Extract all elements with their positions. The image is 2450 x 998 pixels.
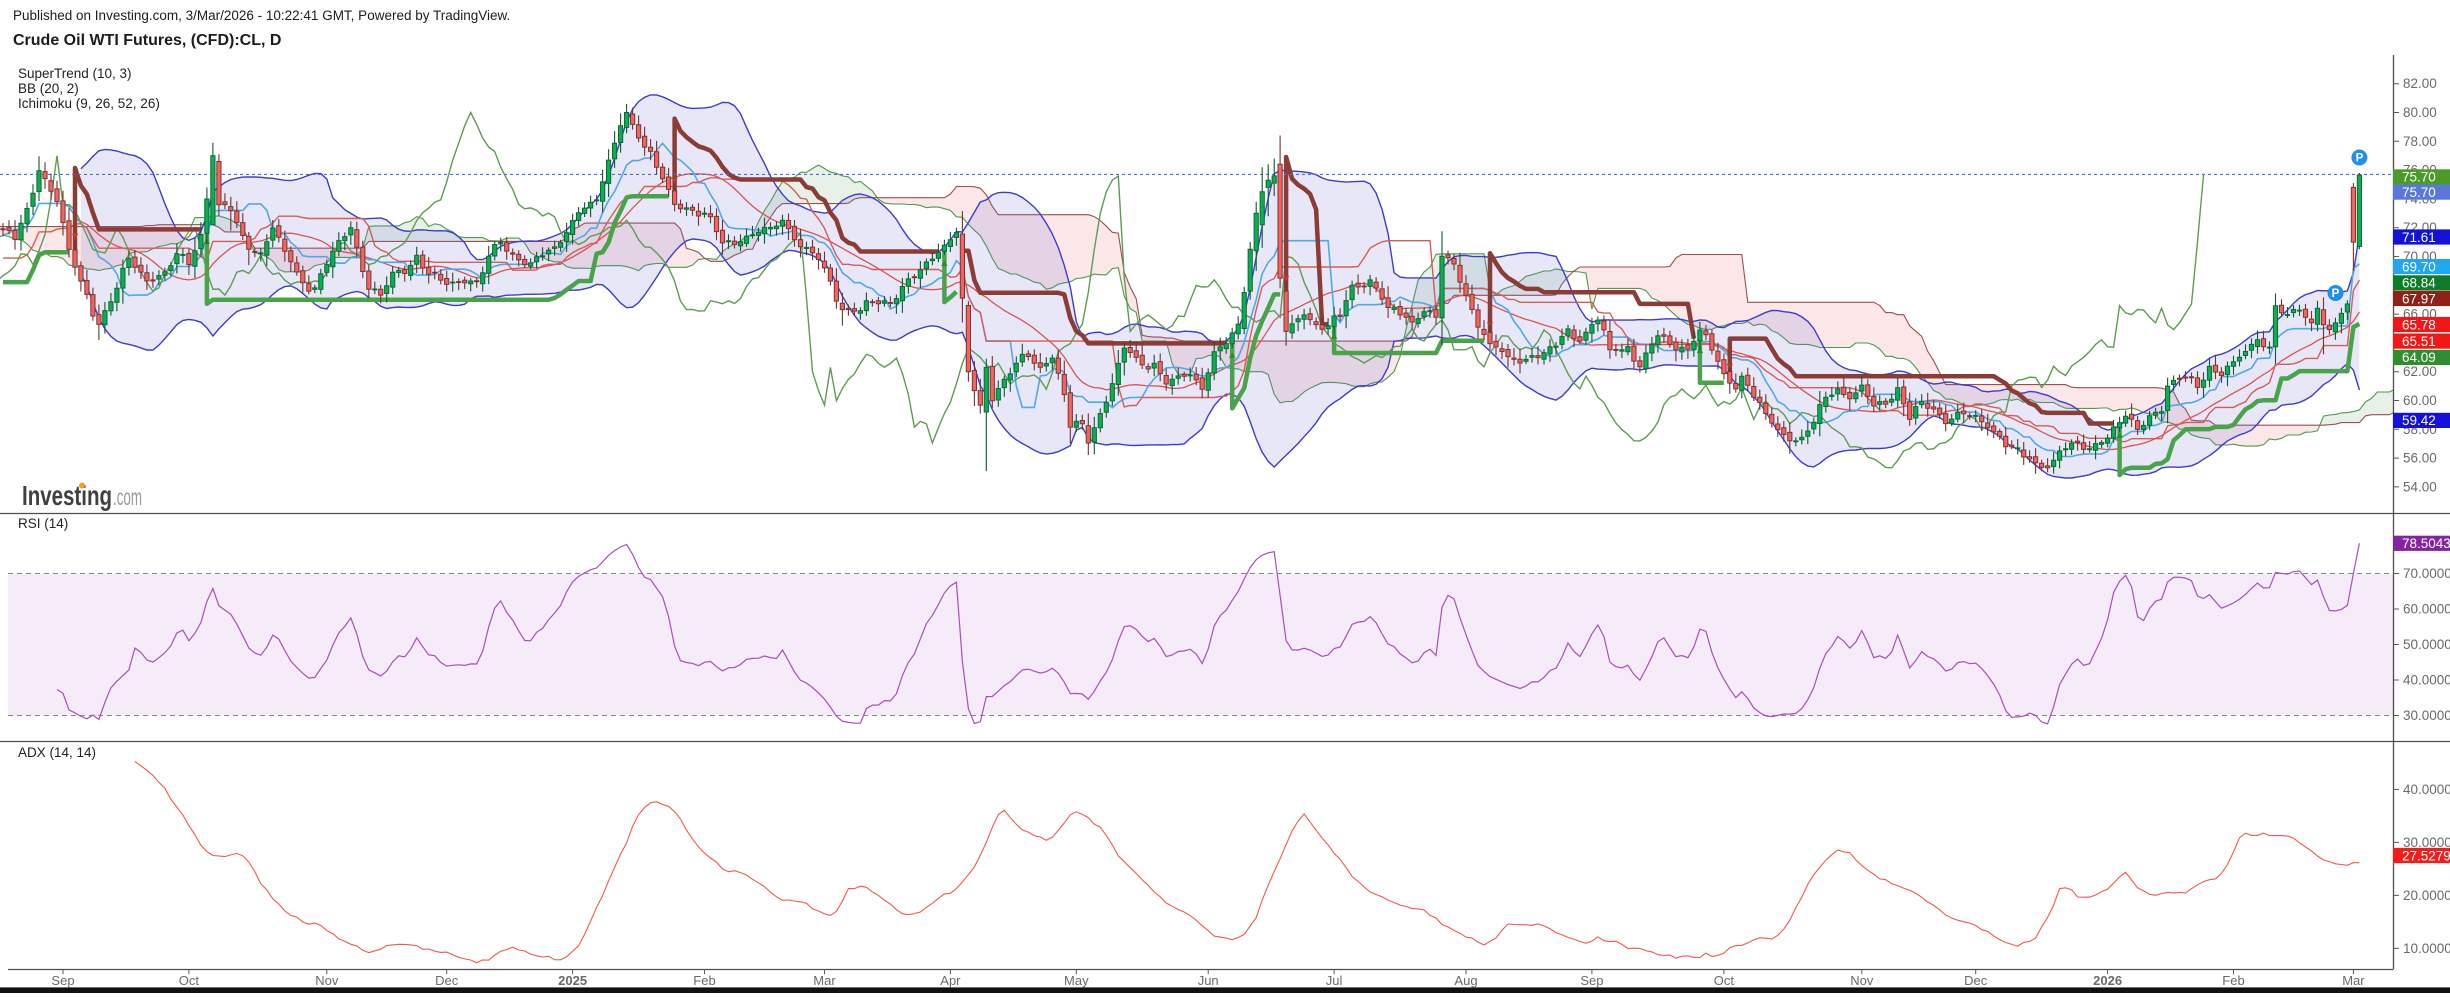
svg-text:68.84: 68.84 [2402, 276, 2436, 291]
svg-text:75.70: 75.70 [2402, 185, 2436, 200]
svg-text:65.78: 65.78 [2402, 317, 2436, 332]
svg-text:Nov: Nov [315, 973, 339, 988]
svg-text:67.97: 67.97 [2402, 291, 2436, 306]
svg-text:60.0000: 60.0000 [2403, 602, 2450, 617]
svg-text:82.00: 82.00 [2403, 76, 2437, 91]
svg-text:P: P [2332, 288, 2340, 300]
svg-text:40.0000: 40.0000 [2403, 673, 2450, 688]
svg-text:P: P [2356, 153, 2364, 165]
svg-text:SuperTrend (10, 3): SuperTrend (10, 3) [18, 66, 132, 81]
svg-text:May: May [1064, 973, 1089, 988]
svg-text:Nov: Nov [1850, 973, 1874, 988]
svg-text:Aug: Aug [1454, 973, 1477, 988]
svg-text:59.42: 59.42 [2402, 413, 2436, 428]
svg-text:.com: .com [113, 484, 142, 510]
svg-text:70.0000: 70.0000 [2403, 566, 2450, 581]
svg-text:Oct: Oct [179, 973, 200, 988]
svg-text:2026: 2026 [2093, 973, 2122, 988]
svg-text:Oct: Oct [1714, 973, 1735, 988]
svg-text:Dec: Dec [435, 973, 459, 988]
svg-text:ADX (14, 14): ADX (14, 14) [18, 745, 96, 760]
svg-text:20.0000: 20.0000 [2403, 888, 2450, 903]
svg-text:27.5279: 27.5279 [2402, 848, 2450, 863]
svg-text:Crude Oil WTI Futures, (CFD):C: Crude Oil WTI Futures, (CFD):CL, D [13, 32, 281, 49]
svg-text:50.0000: 50.0000 [2403, 637, 2450, 652]
svg-text:Jun: Jun [1198, 973, 1219, 988]
svg-text:RSI (14): RSI (14) [18, 516, 68, 531]
svg-text:Sep: Sep [51, 973, 74, 988]
svg-text:2025: 2025 [558, 973, 587, 988]
svg-text:Mar: Mar [813, 973, 836, 988]
svg-text:Feb: Feb [693, 973, 715, 988]
svg-text:71.61: 71.61 [2402, 230, 2436, 245]
svg-text:56.00: 56.00 [2403, 451, 2437, 466]
svg-text:Published on Investing.com, 3/: Published on Investing.com, 3/Mar/2026 -… [13, 8, 510, 23]
svg-text:65.51: 65.51 [2402, 334, 2436, 349]
svg-text:30.0000: 30.0000 [2403, 835, 2450, 850]
svg-text:54.00: 54.00 [2403, 479, 2437, 494]
svg-text:40.0000: 40.0000 [2403, 782, 2450, 797]
svg-text:62.00: 62.00 [2403, 364, 2437, 379]
svg-text:30.0000: 30.0000 [2403, 708, 2450, 723]
svg-text:69.70: 69.70 [2402, 259, 2436, 274]
svg-text:64.09: 64.09 [2402, 350, 2436, 365]
svg-text:60.00: 60.00 [2403, 393, 2437, 408]
svg-text:78.5043: 78.5043 [2402, 536, 2450, 551]
svg-text:75.70: 75.70 [2402, 170, 2436, 185]
svg-text:Investing: Investing [22, 480, 112, 511]
svg-text:Jul: Jul [1326, 973, 1343, 988]
svg-text:Feb: Feb [2222, 973, 2244, 988]
svg-text:80.00: 80.00 [2403, 105, 2437, 120]
svg-text:Apr: Apr [940, 973, 961, 988]
svg-text:10.0000: 10.0000 [2403, 941, 2450, 956]
svg-text:Mar: Mar [2342, 973, 2365, 988]
svg-text:Dec: Dec [1964, 973, 1988, 988]
svg-text:BB (20, 2): BB (20, 2) [18, 81, 79, 96]
svg-text:Ichimoku (9, 26, 52, 26): Ichimoku (9, 26, 52, 26) [18, 96, 160, 111]
svg-text:Sep: Sep [1580, 973, 1603, 988]
svg-text:78.00: 78.00 [2403, 134, 2437, 149]
